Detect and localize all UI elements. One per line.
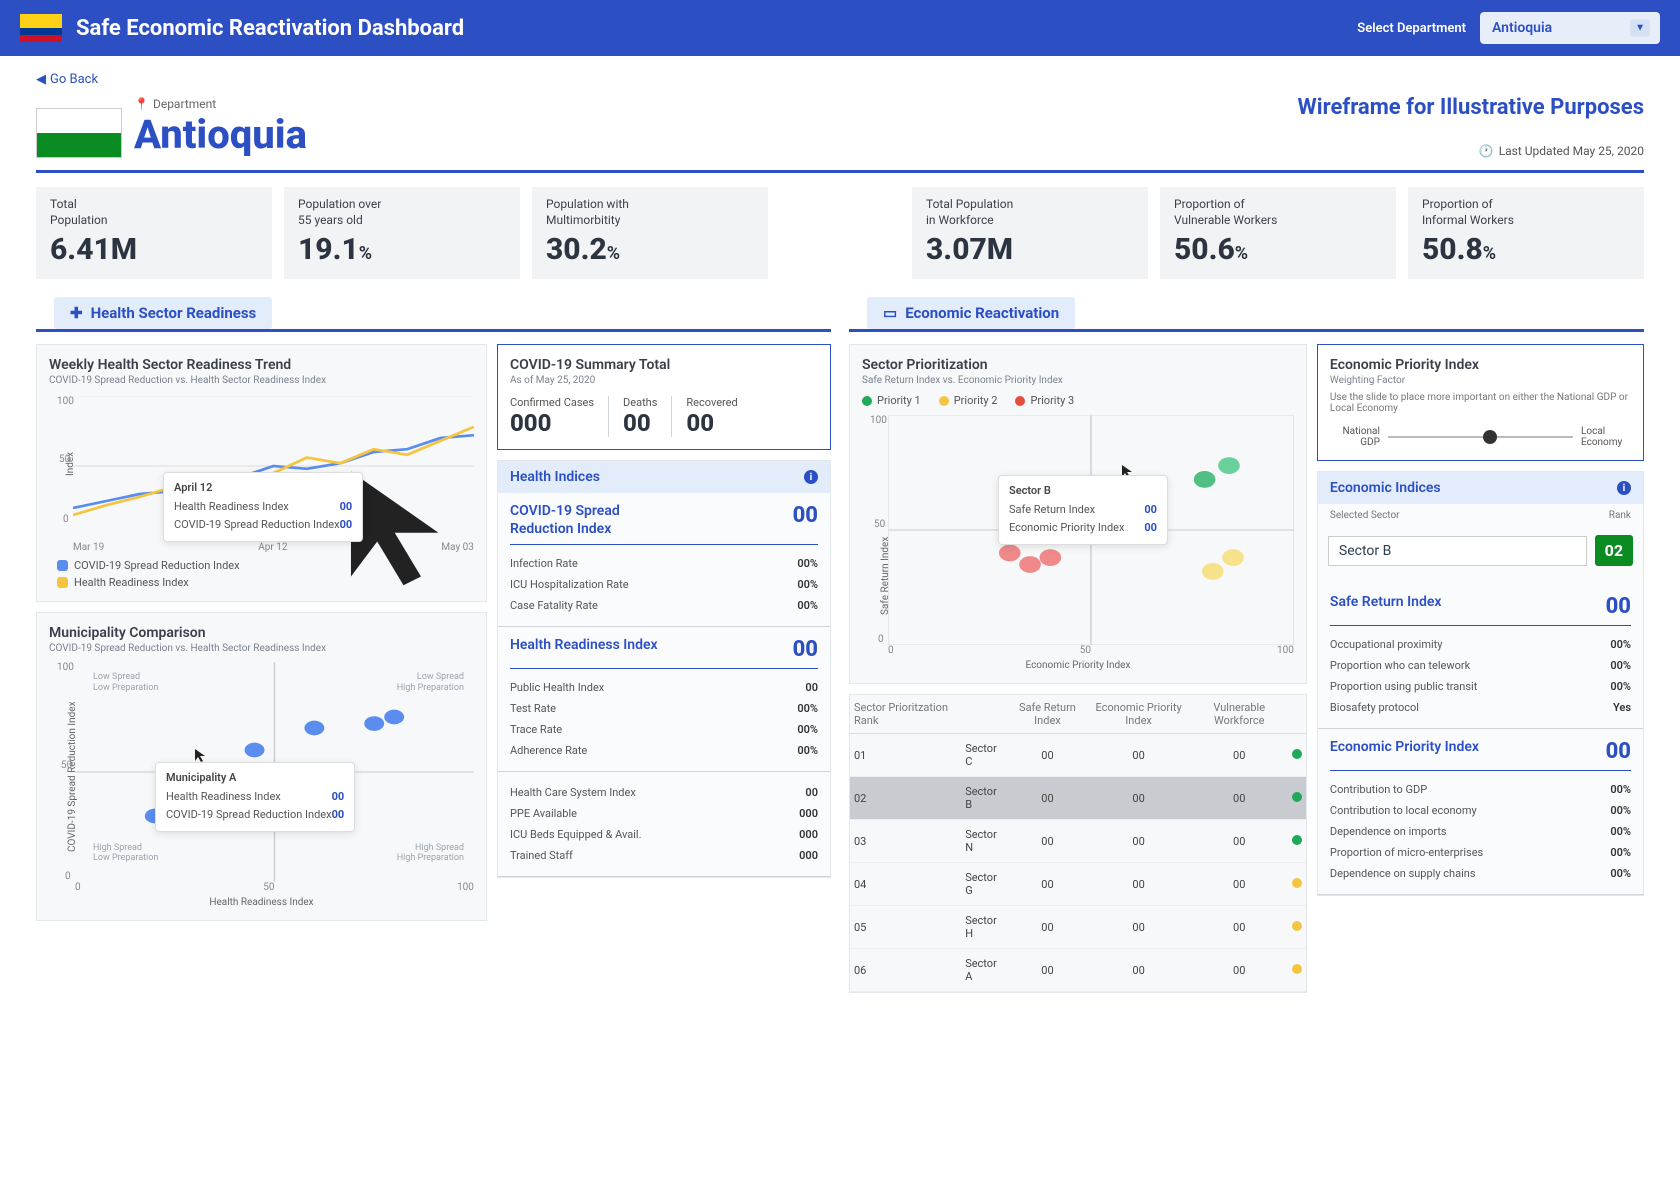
trend-card: Weekly Health Sector Readiness Trend COV…	[36, 344, 487, 602]
kpi-card: Population over55 years old19.1%	[284, 187, 520, 279]
dept-label: 📍 Department	[134, 97, 307, 111]
kpi-card: TotalPopulation6.41M	[36, 187, 272, 279]
kpi-card: Population withMultimorbitity30.2%	[532, 187, 768, 279]
kpi-row: TotalPopulation6.41MPopulation over55 ye…	[36, 187, 1644, 279]
back-link[interactable]: ◀ Go Back	[36, 72, 1644, 87]
sector-table[interactable]: Sector Prioritzation RankSafe Return Ind…	[850, 695, 1306, 992]
table-row[interactable]: 04Sector G000000	[850, 863, 1306, 906]
health-section-tab: ✚ Health Sector Readiness	[54, 297, 272, 329]
kpi-card: Total Populationin Workforce3.07M	[912, 187, 1148, 279]
cursor-icon	[193, 747, 209, 763]
country-flag	[20, 14, 62, 42]
table-row[interactable]: 05Sector H000000	[850, 906, 1306, 949]
selected-sector: Sector B	[1328, 536, 1587, 566]
muni-card: Municipality Comparison COVID-19 Spread …	[36, 612, 487, 921]
table-row[interactable]: 01Sector C000000	[850, 734, 1306, 777]
table-row[interactable]: 06Sector A000000	[850, 949, 1306, 992]
table-row[interactable]: 02Sector B000000	[850, 777, 1306, 820]
sector-scatter-card: Sector Prioritization Safe Return Index …	[849, 344, 1307, 684]
info-icon[interactable]: i	[804, 470, 818, 484]
sector-table-card: Sector Prioritzation RankSafe Return Ind…	[849, 694, 1307, 993]
dept-dropdown[interactable]: Antioquia	[1480, 12, 1660, 44]
priority-slider[interactable]	[1388, 436, 1573, 438]
last-updated: 🕐 Last Updated May 25, 2020	[1298, 144, 1644, 158]
sector-tooltip: Sector B Safe Return Index00Economic Pri…	[998, 475, 1168, 545]
trend-tooltip: April 12 Health Readiness Index00COVID-1…	[163, 472, 363, 542]
muni-tooltip: Municipality A Health Readiness Index00C…	[155, 762, 355, 832]
kpi-card: Proportion ofVulnerable Workers50.6%	[1160, 187, 1396, 279]
econ-indices-panel: Economic Indicesi Selected SectorRank Se…	[1317, 471, 1644, 896]
wireframe-note: Wireframe for Illustrative Purposes	[1298, 95, 1644, 120]
top-header: Safe Economic Reactivation Dashboard Sel…	[0, 0, 1680, 56]
dept-flag	[36, 108, 122, 158]
covid-summary: COVID-19 Summary Total As of May 25, 202…	[497, 344, 831, 450]
econ-priority-card: Economic Priority Index Weighting Factor…	[1317, 344, 1644, 461]
select-dept-label: Select Department	[1357, 21, 1466, 36]
table-row[interactable]: 03Sector N000000	[850, 820, 1306, 863]
sector-rank: 02	[1595, 535, 1633, 566]
dept-name: Antioquia	[134, 111, 307, 158]
econ-section-tab: ▭ Economic Reactivation	[867, 297, 1075, 329]
app-title: Safe Economic Reactivation Dashboard	[76, 16, 464, 41]
info-icon[interactable]: i	[1617, 481, 1631, 495]
kpi-card: Proportion ofInformal Workers50.8%	[1408, 187, 1644, 279]
